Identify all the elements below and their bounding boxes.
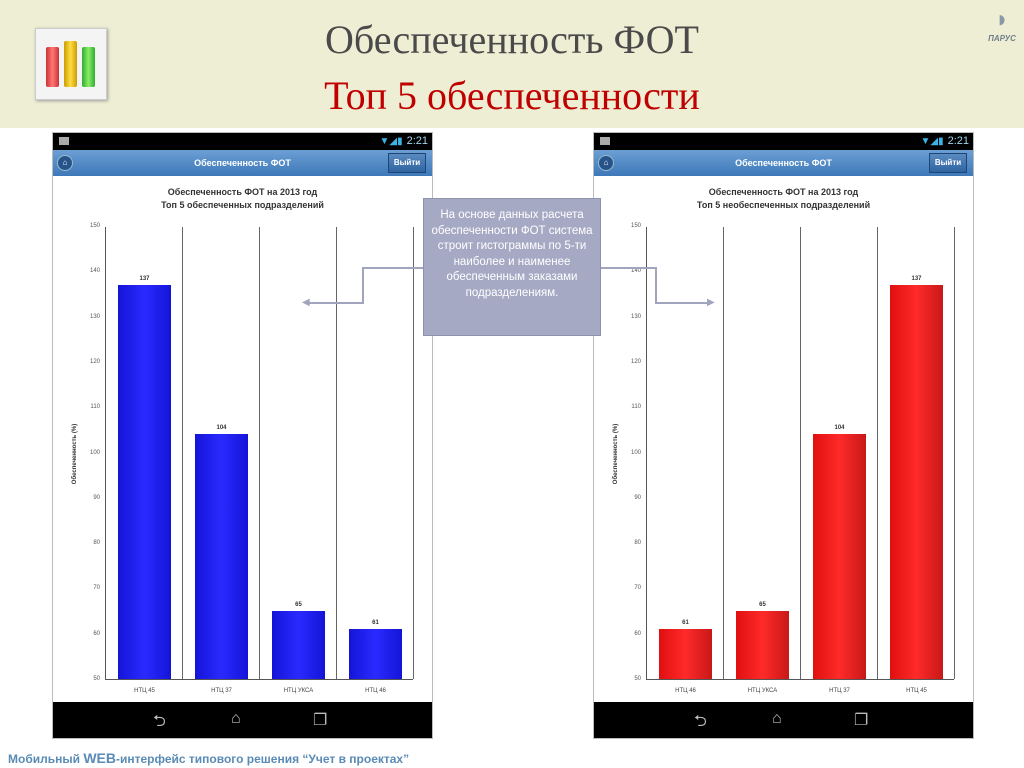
app-title: Обеспеченность ФОТ <box>194 158 291 168</box>
home-nav-icon[interactable]: ⌂ <box>231 710 241 727</box>
chart-app-logo-icon <box>35 28 107 100</box>
plot-area: 61 НТЦ 46 65 НТЦ УКСА 104 НТЦ 37 137 НТЦ 45 50 60… <box>631 223 955 694</box>
column-divider <box>723 227 724 679</box>
slide-title: Обеспеченность ФОТ <box>325 17 699 62</box>
column-divider <box>954 227 955 679</box>
y-tick-label: 110 <box>631 404 641 411</box>
bar[interactable] <box>736 611 789 679</box>
x-tick-label: НТЦ 37 <box>829 688 850 694</box>
chart-title: Обеспеченность ФОТ на 2013 год Топ 5 необ… <box>696 187 871 210</box>
home-button[interactable]: ⌂ <box>598 155 614 171</box>
y-tick-label: 150 <box>89 223 100 229</box>
x-tick-label: НТЦ 45 <box>134 688 155 694</box>
column-divider <box>877 227 878 679</box>
phone-screen-top: ▼◢▮ 2:21 ⌂ Обеспеченность ФОТ Выйти Обеспеч… <box>52 132 433 739</box>
column-divider <box>800 227 801 679</box>
back-icon[interactable]: ⮌ <box>694 713 707 730</box>
bar[interactable] <box>890 284 943 679</box>
chart-title: Обеспеченность ФОТ на 2013 год Топ 5 обес… <box>161 187 324 210</box>
y-tick-label: 140 <box>89 268 100 275</box>
column-divider <box>413 227 414 679</box>
y-axis-label: Обеспеченность (%) <box>72 423 79 485</box>
slide-subtitle: Топ 5 обеспеченности <box>324 73 700 118</box>
phone-screen-bottom: ▼◢▮ 2:21 ⌂ Обеспеченность ФОТ Выйти Обеспеч… <box>593 132 974 739</box>
app-bar: ⌂ Обеспеченность ФОТ Выйти <box>53 150 432 176</box>
column-divider <box>182 227 183 679</box>
bar[interactable] <box>813 434 866 679</box>
y-tick-label: 50 <box>634 676 641 682</box>
callout-note: На основе данных расчета обеспеченности … <box>423 198 601 336</box>
x-tick-label: НТЦ 46 <box>675 688 696 694</box>
bar-value-label: 137 <box>911 275 922 282</box>
y-tick-label: 120 <box>89 358 100 365</box>
y-tick-label: 100 <box>630 449 641 456</box>
app-title: Обеспеченность ФОТ <box>735 158 832 168</box>
bar[interactable] <box>118 284 171 679</box>
column-divider <box>259 227 260 679</box>
bar-value-label: 65 <box>759 602 766 609</box>
status-bar: ▼◢▮ 2:21 <box>594 133 973 150</box>
y-tick-label: 60 <box>634 630 641 637</box>
y-tick-label: 60 <box>93 630 100 637</box>
bar-value-label: 104 <box>216 425 227 432</box>
bar[interactable] <box>272 611 325 679</box>
bar-value-label: 65 <box>295 602 302 609</box>
y-tick-label: 70 <box>93 585 100 592</box>
x-tick-label: НТЦ 46 <box>365 688 386 694</box>
y-tick-label: 150 <box>630 223 641 229</box>
wifi-signal-battery-icon: ▼◢▮ <box>920 136 944 147</box>
y-tick-label: 70 <box>634 585 641 592</box>
y-tick-label: 110 <box>90 404 100 411</box>
recent-apps-icon[interactable]: ❐ <box>313 712 328 729</box>
clock: 2:21 <box>947 135 969 147</box>
android-nav-bar: ⮌ ⌂ ❐ <box>594 702 973 738</box>
bar[interactable] <box>349 629 402 679</box>
bar[interactable] <box>195 434 248 679</box>
y-tick-label: 50 <box>93 676 100 682</box>
recent-apps-icon[interactable]: ❐ <box>854 712 869 729</box>
y-tick-label: 140 <box>630 268 641 275</box>
sail-icon: ◗ <box>994 6 1010 33</box>
x-tick-label: НТЦ УКСА <box>283 688 314 694</box>
slide-header: Обеспеченность ФОТ Топ 5 обеспеченности … <box>0 0 1024 128</box>
status-bar: ▼◢▮ 2:21 <box>53 133 432 150</box>
bar-value-label: 61 <box>682 620 689 627</box>
y-tick-label: 90 <box>93 494 100 501</box>
notification-icon <box>59 137 69 145</box>
arrow-left-icon: ◀ <box>302 297 310 308</box>
y-tick-label: 100 <box>89 449 100 456</box>
x-tick-label: НТЦ УКСА <box>747 688 778 694</box>
android-nav-bar: ⮌ ⌂ ❐ <box>53 702 432 738</box>
bar-value-label: 61 <box>372 620 379 627</box>
clock: 2:21 <box>406 135 428 147</box>
y-axis-label: Обеспеченность (%) <box>613 423 620 485</box>
bar-value-label: 104 <box>834 425 845 432</box>
parus-logo: ◗ ПАРУС <box>984 6 1020 43</box>
y-tick-label: 130 <box>89 313 100 320</box>
y-tick-label: 80 <box>634 540 641 547</box>
x-tick-label: НТЦ 45 <box>906 688 927 694</box>
back-icon[interactable]: ⮌ <box>153 713 166 730</box>
exit-button[interactable]: Выйти <box>388 153 426 173</box>
arrow-right-icon: ▶ <box>707 297 715 308</box>
plot-area: 137 НТЦ 45 104 НТЦ 37 65 НТЦ УКСА 61 НТЦ 46 50 60… <box>90 223 414 694</box>
home-nav-icon[interactable]: ⌂ <box>772 710 782 727</box>
column-divider <box>336 227 337 679</box>
notification-icon <box>600 137 610 145</box>
y-tick-label: 80 <box>93 540 100 547</box>
app-bar: ⌂ Обеспеченность ФОТ Выйти <box>594 150 973 176</box>
y-tick-label: 120 <box>630 358 641 365</box>
slide-footer: Мобильный WEB-интерфейс типового решения… <box>8 750 410 766</box>
y-tick-label: 90 <box>634 494 641 501</box>
bar[interactable] <box>659 629 712 679</box>
exit-button[interactable]: Выйти <box>929 153 967 173</box>
bar-value-label: 137 <box>139 275 150 282</box>
x-tick-label: НТЦ 37 <box>211 688 232 694</box>
home-button[interactable]: ⌂ <box>57 155 73 171</box>
wifi-signal-battery-icon: ▼◢▮ <box>379 136 403 147</box>
y-tick-label: 130 <box>630 313 641 320</box>
